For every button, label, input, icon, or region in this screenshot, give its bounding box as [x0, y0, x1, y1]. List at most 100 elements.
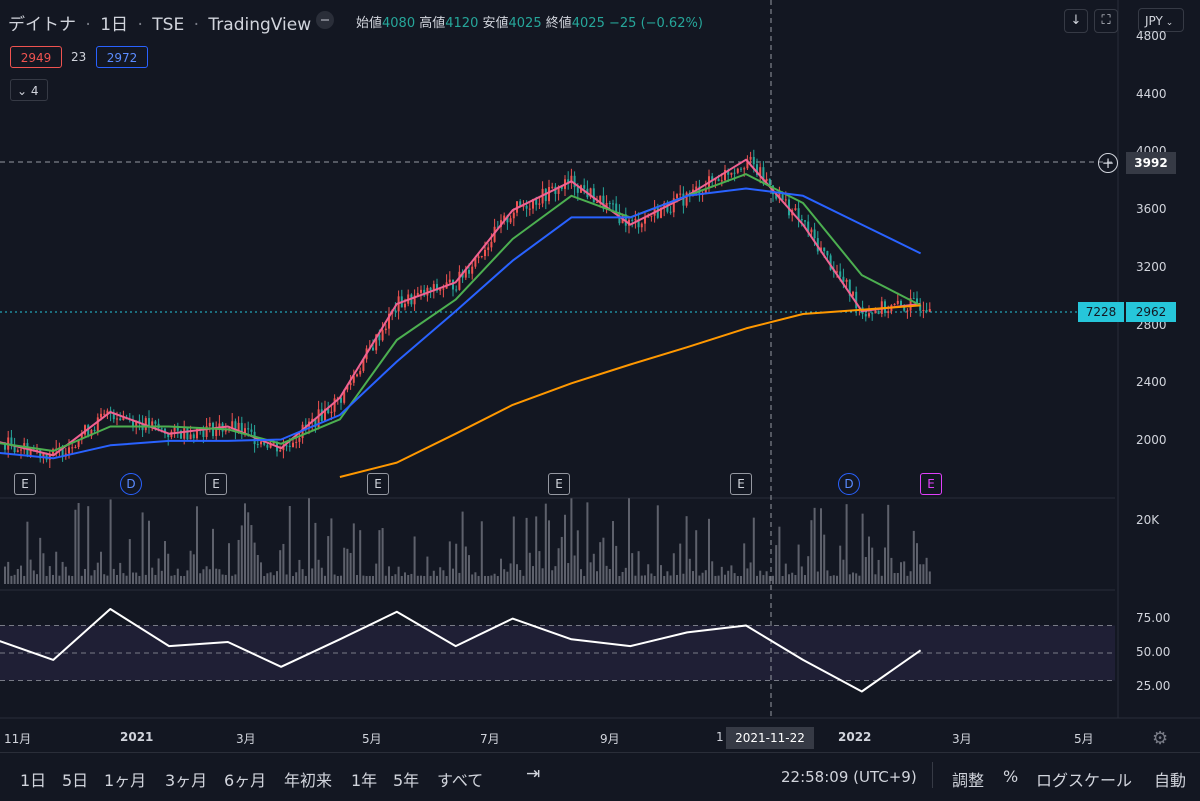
interval-label: 1日 [100, 15, 129, 35]
candle-body [378, 334, 381, 341]
volume-bar [516, 564, 518, 584]
earnings-marker[interactable]: E [920, 473, 942, 495]
chevron-down-icon: ⌄ [17, 84, 28, 98]
candle-body [84, 425, 86, 435]
symbol-title[interactable]: デイトナ · 1日 · TSE · TradingView [8, 10, 311, 35]
volume-bar [471, 574, 474, 584]
auto-scale-button[interactable]: 自動 [1154, 771, 1187, 790]
volume-bar [666, 571, 669, 584]
market-status-icon[interactable] [316, 11, 334, 29]
range-button[interactable]: 5日 [62, 771, 89, 790]
volume-bar [602, 537, 605, 584]
indicator-collapse-button[interactable]: ⌄ 4 [10, 79, 48, 101]
log-scale-button[interactable]: ログスケール [1036, 771, 1133, 790]
candle-body [458, 271, 461, 290]
indicator-count: 4 [30, 84, 39, 98]
volume-bar [692, 571, 694, 584]
dividend-marker[interactable]: D [838, 473, 860, 495]
range-button[interactable]: 1年 [351, 771, 378, 790]
candle-body [151, 421, 154, 428]
range-button[interactable]: 年初来 [284, 771, 333, 790]
currency-select[interactable]: JPY ⌄ [1138, 8, 1184, 32]
volume-bar [804, 575, 806, 584]
candle-body [148, 418, 150, 428]
volume-bar [452, 568, 454, 584]
volume-bar [922, 564, 925, 584]
rsi-line [0, 608, 922, 693]
volume-bar [484, 575, 486, 584]
date-range-icon[interactable]: ⇥ [526, 764, 541, 784]
range-button[interactable]: 6ヶ月 [224, 771, 267, 790]
range-button[interactable]: 1日 [20, 771, 47, 790]
price-tick-label: 3600 [1136, 202, 1167, 217]
candle-body [794, 208, 797, 211]
dividend-marker[interactable]: D [120, 473, 142, 495]
volume-bar [269, 572, 272, 584]
earnings-marker[interactable]: E [14, 473, 36, 495]
candle-body [480, 256, 483, 258]
volume-bar [292, 576, 294, 584]
volume-bar [528, 552, 531, 584]
volume-bar [653, 575, 656, 584]
volume-bar [519, 570, 522, 584]
range-button[interactable]: 5年 [393, 771, 420, 790]
candle-body [71, 447, 74, 449]
volume-bar [480, 521, 483, 584]
add-plus-icon[interactable]: + [1098, 153, 1118, 173]
earnings-marker[interactable]: E [548, 473, 570, 495]
volume-bar [509, 563, 512, 584]
candle-body [36, 449, 38, 451]
volume-bar [743, 543, 746, 584]
candle-body [16, 450, 19, 453]
volume-bar [93, 570, 96, 584]
candle-body [20, 449, 22, 451]
volume-bar [349, 552, 352, 584]
volume-bar [468, 555, 470, 584]
candle-body [528, 208, 531, 210]
candle-body [349, 382, 352, 386]
volume-bar [490, 575, 493, 584]
candle-body [682, 193, 685, 206]
volume-bar [583, 575, 586, 584]
adjust-button[interactable]: 調整 [952, 771, 985, 790]
earnings-marker[interactable]: E [367, 473, 389, 495]
scroll-down-icon[interactable]: ↓ [1064, 9, 1088, 33]
settings-gear-icon[interactable]: ⚙ [1152, 728, 1169, 749]
ma-badge-blue[interactable]: 2972 [96, 46, 148, 68]
volume-bar [644, 575, 646, 584]
volume-bar [740, 575, 742, 584]
volume-bar [250, 525, 253, 584]
volume-bar [221, 574, 224, 584]
volume-bar [432, 570, 435, 584]
ma-badge-red[interactable]: 2949 [10, 46, 62, 68]
earnings-marker[interactable]: E [730, 473, 752, 495]
volume-bar [135, 572, 138, 584]
open-label: 始値 [356, 16, 383, 31]
clock-time[interactable]: 22:58:09 (UTC+9) [781, 768, 917, 786]
high-value: 4120 [445, 16, 479, 31]
volume-bar [74, 509, 77, 584]
earnings-marker[interactable]: E [205, 473, 227, 495]
candle-body [330, 411, 333, 414]
volume-bar [244, 503, 246, 584]
volume-bar [365, 575, 368, 584]
volume-bar [436, 575, 438, 584]
volume-bar [842, 559, 845, 584]
candle-body [189, 434, 192, 440]
range-button[interactable]: すべて [437, 771, 484, 790]
volume-bar [413, 536, 416, 584]
volume-bar [109, 499, 112, 584]
percent-button[interactable]: % [1003, 767, 1019, 786]
range-button[interactable]: 3ヶ月 [165, 771, 208, 790]
candle-body [567, 179, 570, 183]
candle-body [896, 300, 899, 304]
candle-body [112, 413, 115, 420]
candle-body [762, 167, 765, 182]
volume-bar [10, 575, 13, 584]
range-button[interactable]: 1ヶ月 [104, 771, 147, 790]
candle-body [800, 219, 803, 221]
volume-bar [660, 565, 662, 584]
volume-bar [605, 565, 608, 584]
fullscreen-icon[interactable]: ⛶ [1094, 9, 1118, 33]
